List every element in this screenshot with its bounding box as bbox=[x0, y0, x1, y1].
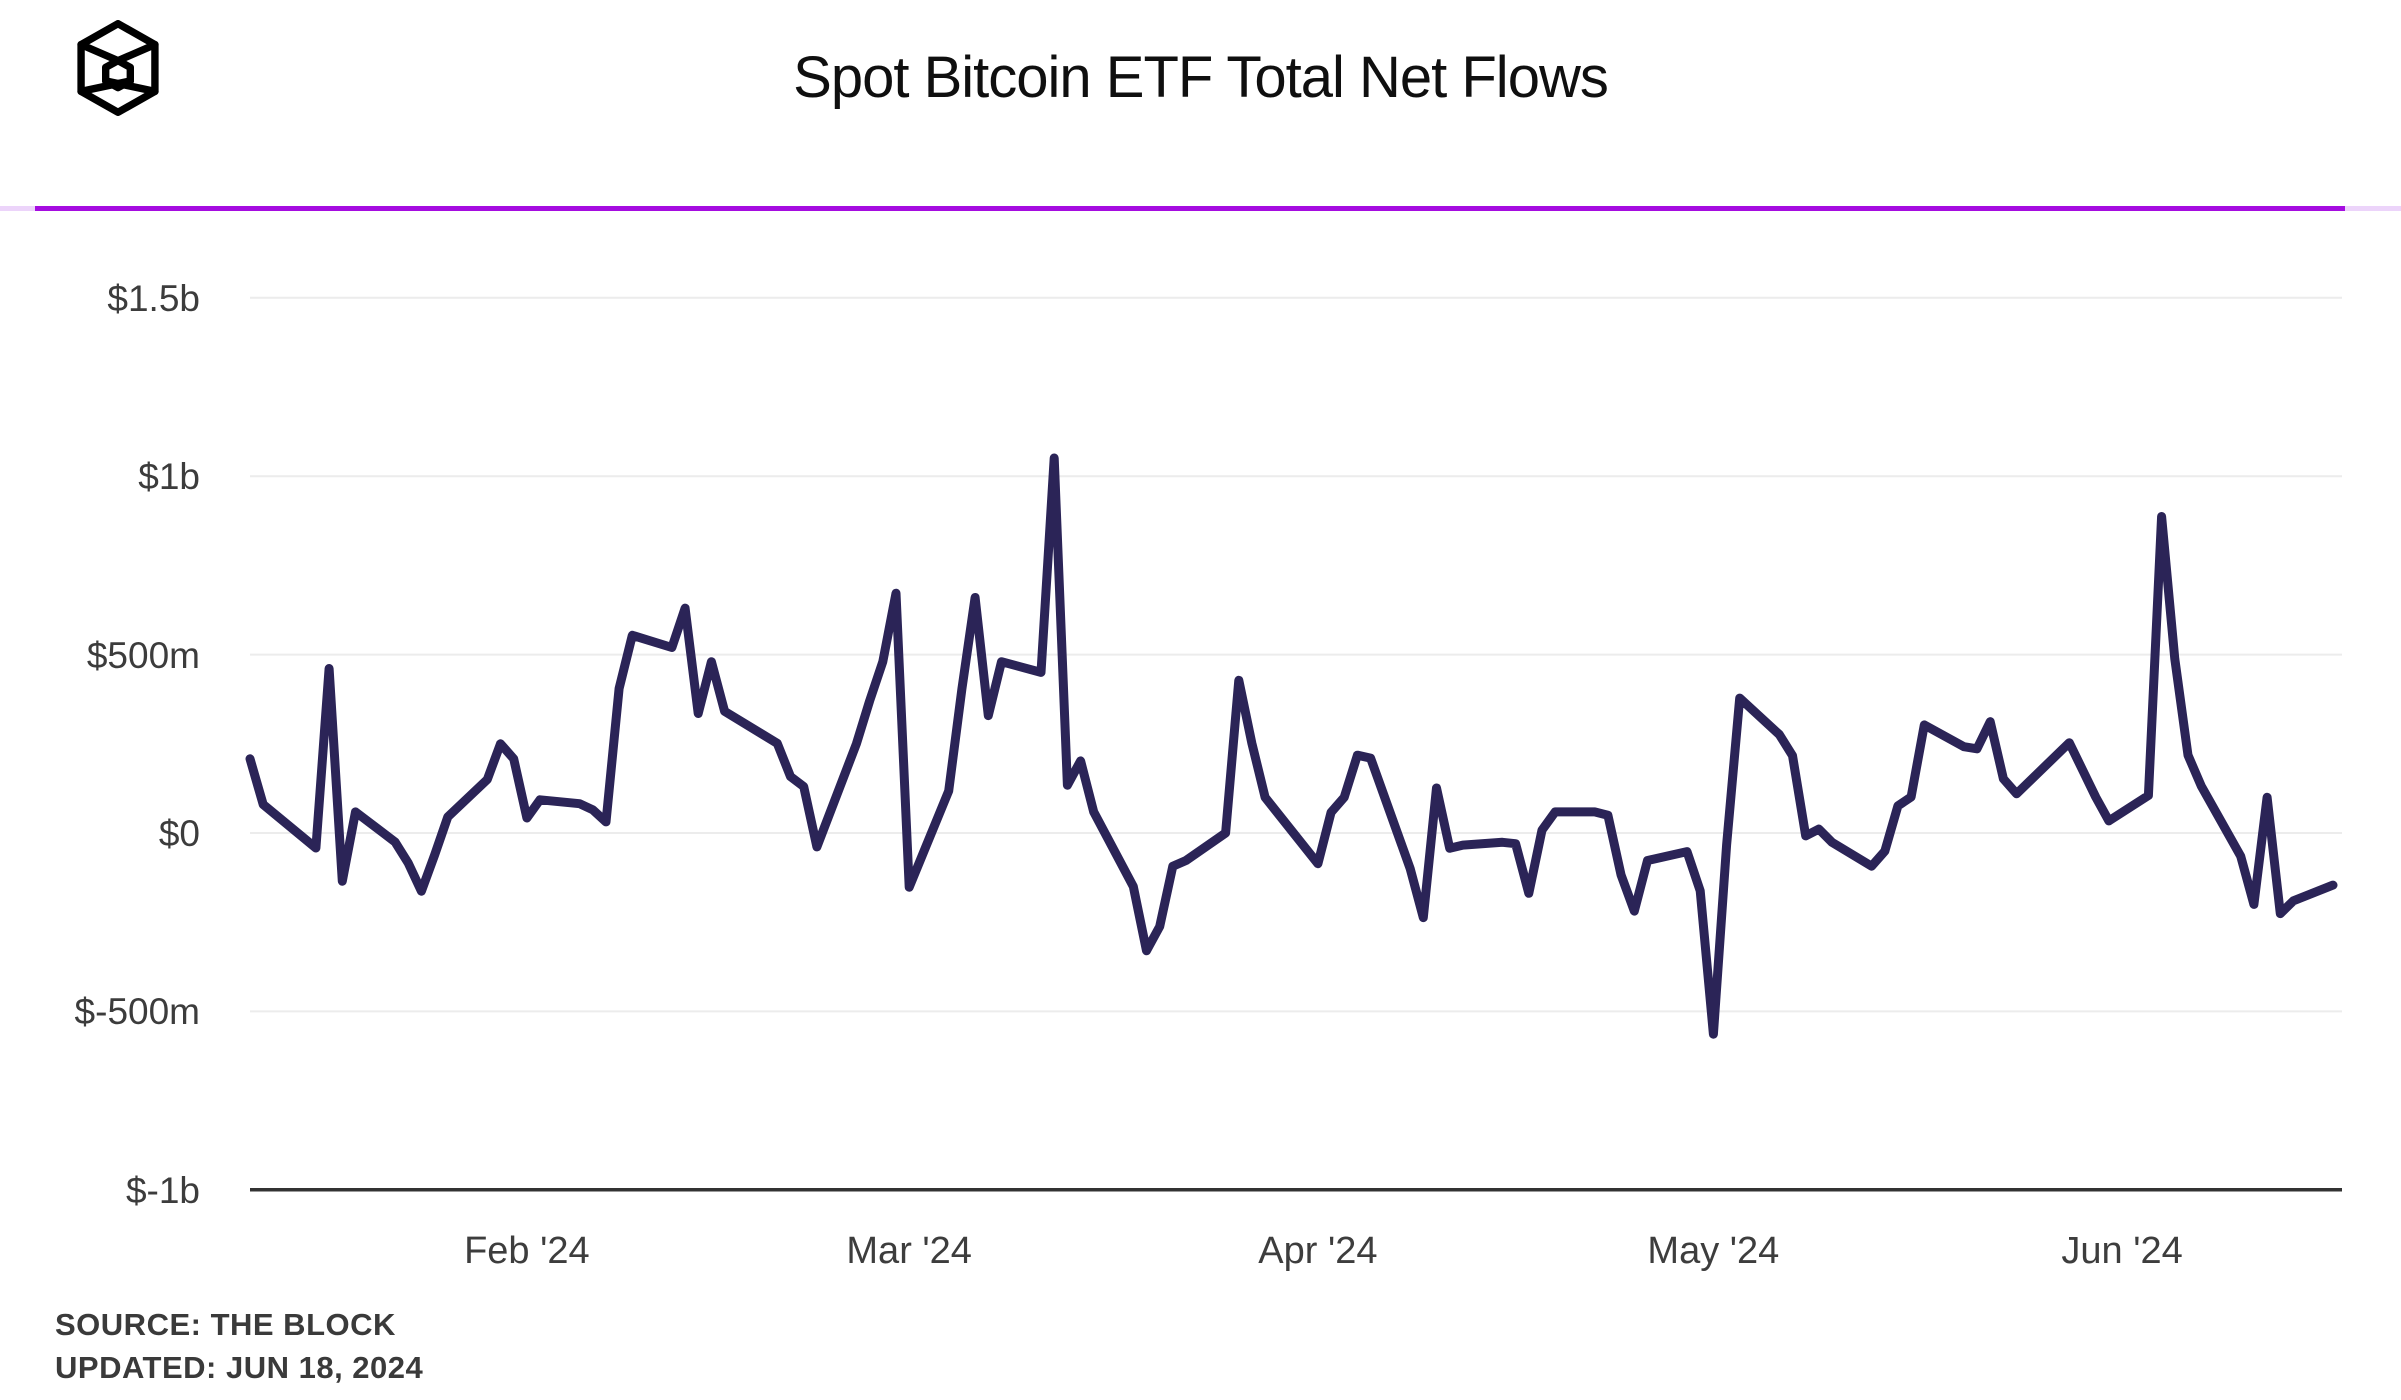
x-tick-label: Apr '24 bbox=[1258, 1230, 1378, 1272]
accent-divider-solid bbox=[35, 206, 2345, 211]
source-note: SOURCE: THE BLOCK UPDATED: JUN 18, 2024 bbox=[55, 1303, 423, 1389]
page-title: Spot Bitcoin ETF Total Net Flows bbox=[793, 45, 1609, 110]
x-tick-label: Feb '24 bbox=[464, 1230, 590, 1272]
y-tick-label: $-1b bbox=[125, 1169, 200, 1211]
accent-divider bbox=[0, 206, 2401, 211]
x-tick-label: Jun '24 bbox=[2061, 1230, 2183, 1272]
net-flows-series-line bbox=[245, 453, 2338, 1039]
source-line: SOURCE: THE BLOCK bbox=[55, 1307, 396, 1342]
x-tick-label: Mar '24 bbox=[846, 1230, 972, 1272]
x-tick-label: May '24 bbox=[1647, 1230, 1780, 1272]
the-block-logo-icon bbox=[77, 20, 159, 116]
flows-line-chart: $1.5b $1b $500m $0 $-500m $-1b Feb '24 Mar '24 A… bbox=[0, 220, 2401, 1320]
y-tick-label: $-500m bbox=[74, 991, 200, 1033]
updated-line: UPDATED: JUN 18, 2024 bbox=[55, 1350, 424, 1385]
chart-plot-area bbox=[245, 296, 2342, 1192]
y-tick-label: $1.5b bbox=[107, 277, 200, 319]
y-tick-label: $1b bbox=[138, 456, 200, 498]
y-tick-label: $500m bbox=[86, 634, 200, 676]
y-tick-label: $0 bbox=[158, 813, 200, 854]
